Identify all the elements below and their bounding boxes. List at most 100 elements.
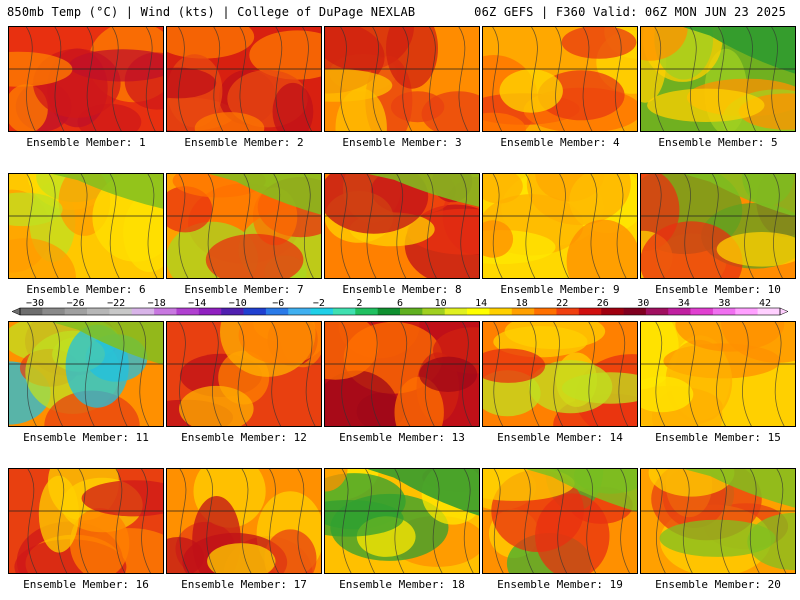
temperature-shade [482,112,526,132]
contour-line [524,173,536,279]
colorbar-swatch [221,308,244,315]
colorbar-swatch [154,308,177,315]
temperature-shade [324,500,404,537]
map-frame [482,173,638,279]
colorbar-swatch [87,308,110,315]
contour-line [205,468,217,574]
member-map-4 [482,26,638,132]
cool-air-region [680,26,796,74]
contour-line [212,26,224,132]
temperature-shade [324,468,348,492]
colorbar-swatch [645,308,669,315]
colorbar-swatch [332,308,356,315]
colorbar-label: 14 [475,298,487,309]
temperature-shade [272,82,314,132]
contour-line [56,468,68,574]
colorbar-label: 26 [597,298,609,309]
colorbar-swatch [20,308,43,315]
contour-line [178,173,189,279]
contour-line [717,26,729,132]
contour-line [268,468,280,574]
member-caption-3: Ensemble Member: 3 [342,136,462,149]
map-frame [324,468,480,574]
run-valid-time: 06Z GEFS | F360 Valid: 06Z MON JUN 23 20… [474,5,786,19]
map-frame [166,173,322,279]
contour-line [745,26,757,132]
member-caption-7: Ensemble Member: 7 [184,283,304,296]
contour-line [582,26,593,132]
contour-line [25,26,37,132]
map-frame [166,26,322,132]
member-map-7 [166,173,322,279]
temperature-shade [324,69,393,102]
contour-line [147,173,158,279]
member-caption-9: Ensemble Member: 9 [500,283,620,296]
member-map-10 [640,173,796,279]
contour-line [305,321,316,427]
contour-line [340,321,352,427]
colorbar-swatch [265,308,289,315]
chart-title: 850mb Temp (°C) | Wind (kts) | College o… [7,5,416,19]
temperature-shade [394,376,444,427]
colorbar-swatch [735,308,758,315]
temperature-shade [504,321,606,350]
temperature-shade [499,69,563,113]
contour-line [301,26,313,132]
contour-line [52,321,64,427]
colorbar-label: −6 [272,298,284,309]
temperature-shade [482,220,514,258]
colorbar-swatch [489,308,513,315]
colorbar-label: 30 [637,298,649,309]
member-map-3 [324,26,480,132]
member-caption-15: Ensemble Member: 15 [655,431,781,444]
contour-line [340,173,351,279]
colorbar-label: −30 [26,298,44,309]
contour-line [655,468,667,574]
member-caption-10: Ensemble Member: 10 [655,283,781,296]
colorbar-swatch [42,308,65,315]
contour-line [364,468,376,574]
contour-line [140,468,152,574]
contour-line [776,468,787,574]
temperature-shade [249,30,322,80]
contour-line [772,173,784,279]
contour-line [54,26,65,132]
member-map-2 [166,26,322,132]
contour-line [617,321,629,427]
contour-line [616,173,627,279]
contour-line [303,173,315,279]
contour-line [654,173,666,279]
member-caption-16: Ensemble Member: 16 [23,578,149,591]
member-caption-5: Ensemble Member: 5 [658,136,778,149]
contour-line [48,173,60,279]
contour-line [614,26,626,132]
member-map-8 [324,173,480,279]
map-frame [324,26,480,132]
colorbar-swatch [511,308,535,315]
colorbar-swatch [355,308,378,315]
map-frame [482,468,638,574]
contour-line [366,173,377,279]
colorbar-swatch [243,308,267,315]
colorbar-swatch [668,308,691,315]
contour-line [393,468,405,574]
contour-line [109,173,120,279]
contour-line [270,321,282,427]
member-caption-18: Ensemble Member: 18 [339,578,465,591]
contour-line [426,173,438,279]
temperature-shade [659,519,776,557]
cool-air-region [680,468,796,508]
temperature-shade [264,529,317,574]
colorbar-swatch [131,308,155,315]
temperature-shade [238,321,322,365]
member-caption-2: Ensemble Member: 2 [184,136,304,149]
member-caption-11: Ensemble Member: 11 [23,431,149,444]
contour-line [243,173,254,279]
colorbar-label: 34 [678,298,690,309]
colorbar-outline [19,307,781,316]
temperature-colorbar: −30 −26 −22 −18 −14 −10 −6 −2 2 6 10 14 18 22 26 30 34 38… [12,298,788,316]
colorbar-label: −2 [313,298,325,309]
contour-line [178,321,190,427]
temperature-shade [166,186,213,233]
contour-line [370,321,382,427]
